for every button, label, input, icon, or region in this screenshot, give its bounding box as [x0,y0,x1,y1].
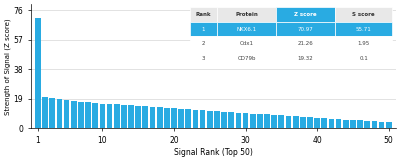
Bar [121,105,127,128]
Bar [157,107,162,128]
Bar [142,106,148,128]
Bar [107,104,112,128]
Bar [364,121,370,128]
Bar [271,115,277,128]
Bar [114,104,120,128]
Bar [328,119,334,128]
Bar [278,115,284,128]
Bar [214,111,220,128]
Bar [186,109,191,128]
Bar [379,122,384,128]
Bar [221,112,227,128]
Bar [336,119,342,128]
Bar [171,108,177,128]
Bar [92,103,98,128]
Bar [100,104,105,128]
Bar [293,116,298,128]
Bar [228,112,234,128]
Bar [150,107,155,128]
Bar [135,106,141,128]
Bar [192,110,198,128]
Bar [264,114,270,128]
Bar [343,120,348,128]
Bar [307,117,313,128]
Bar [386,122,392,128]
Bar [56,99,62,128]
Bar [257,114,263,128]
Bar [64,100,70,128]
Bar [207,111,213,128]
Bar [71,101,77,128]
Bar [286,116,291,128]
Bar [178,109,184,128]
Y-axis label: Strength of Signal (Z score): Strength of Signal (Z score) [4,18,11,115]
Bar [314,118,320,128]
Bar [50,98,55,128]
Bar [357,120,363,128]
Bar [372,121,377,128]
Bar [322,118,327,128]
Bar [42,97,48,128]
Bar [78,102,84,128]
Bar [128,105,134,128]
Bar [350,120,356,128]
Bar [300,117,306,128]
Bar [35,18,41,128]
Bar [243,113,248,128]
Bar [200,110,206,128]
X-axis label: Signal Rank (Top 50): Signal Rank (Top 50) [174,148,253,157]
Bar [250,114,256,128]
Bar [164,108,170,128]
Bar [85,102,91,128]
Bar [236,113,241,128]
